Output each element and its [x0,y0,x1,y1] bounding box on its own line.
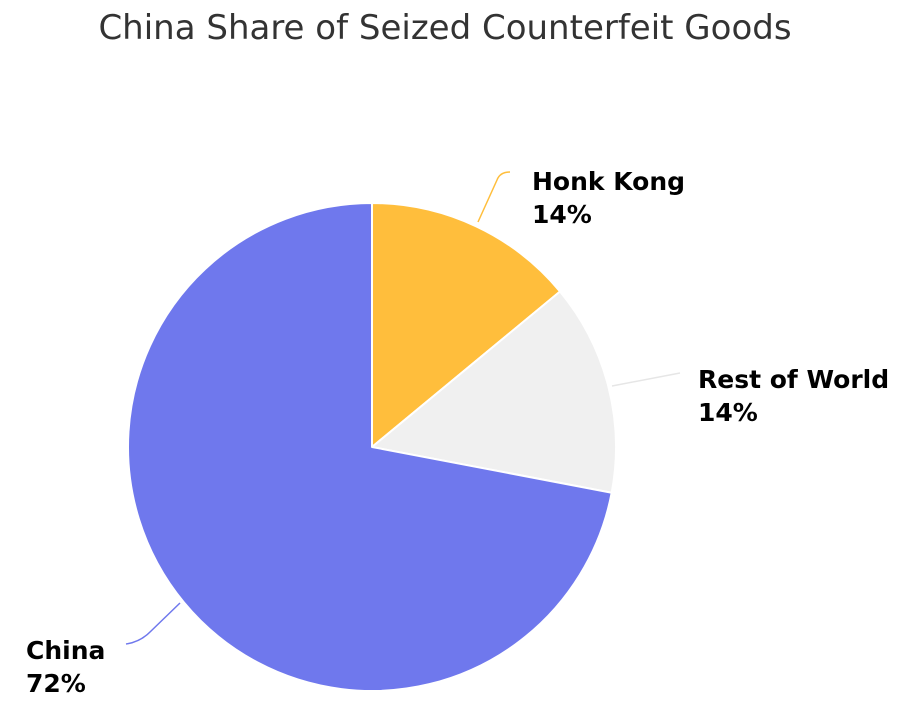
pie-slices [127,202,617,692]
connector-rest-of-world [611,372,681,387]
slice-label-percent: 72% [26,669,86,698]
pie-slice-rest-of-world[interactable] [371,290,617,494]
slice-label-percent: 14% [698,398,758,427]
chart-title: China Share of Seized Counterfeit Goods [98,8,792,48]
slice-label-name: Rest of World [698,365,889,394]
slice-label-percent: 14% [532,200,592,229]
pie-slice-china[interactable] [127,202,613,692]
slice-labels: Honk Kong 14% Rest of World 14% China 72% [26,167,889,698]
slice-label-name: Honk Kong [532,167,685,196]
slice-label-name: China [26,636,105,665]
connector-honk-kong [477,171,511,223]
connector-china [125,602,181,645]
pie-slice-honk-kong[interactable] [371,202,562,448]
label-connectors [125,171,681,645]
